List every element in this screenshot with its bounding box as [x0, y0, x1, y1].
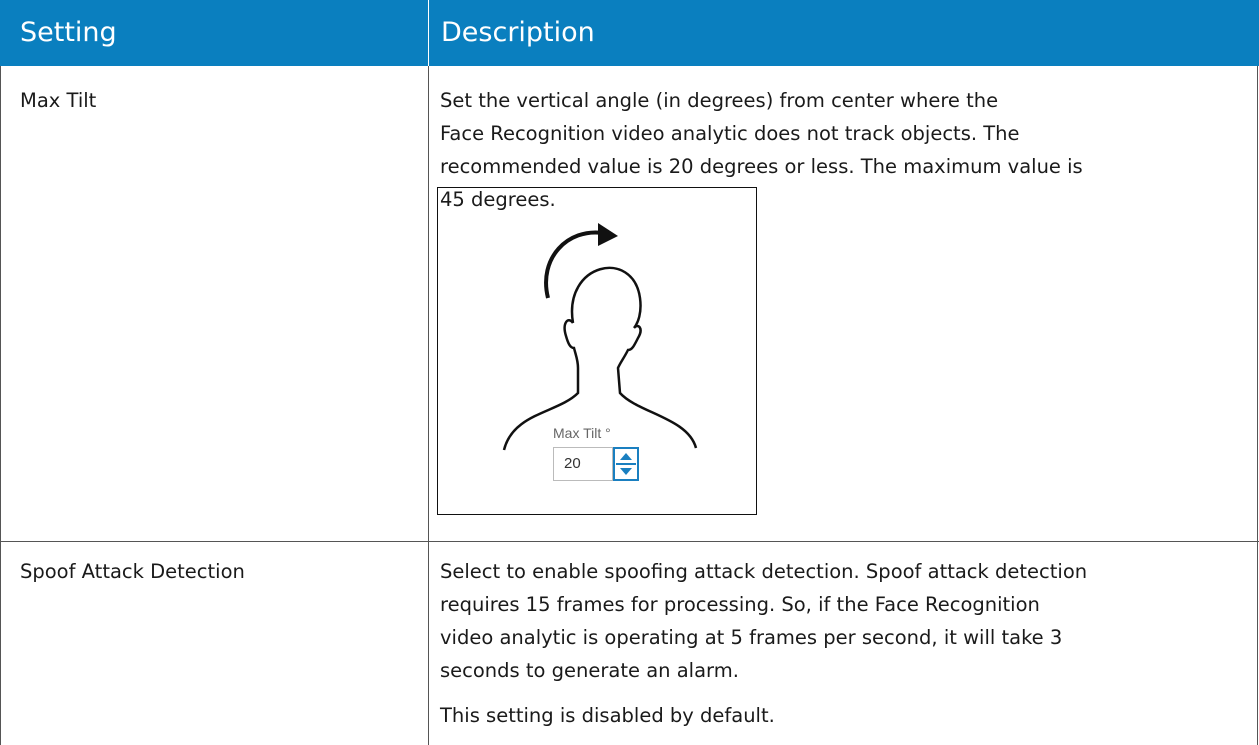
border: [0, 66, 1, 745]
note: This setting is disabled by default.: [440, 704, 775, 727]
description-line: seconds to generate an alarm.: [440, 659, 739, 682]
setting-name: Spoof Attack Detection: [20, 560, 245, 583]
illustration: [437, 187, 757, 515]
description: Set the vertical angle (in degrees) from…: [440, 84, 1083, 216]
spin-down[interactable]: [620, 468, 632, 475]
description-line: requires 15 frames for processing. So, i…: [440, 593, 1040, 616]
description: Select to enable spoofing attack detecti…: [440, 555, 1087, 687]
arrow: [544, 230, 604, 299]
field-label: Max Tilt °: [553, 425, 611, 441]
description-line: Select to enable spoofing attack detecti…: [440, 560, 1088, 583]
row-divider: [0, 541, 1259, 542]
border: [1257, 66, 1258, 745]
header-cell: Description: [428, 0, 1259, 66]
header-cell: Setting: [0, 0, 428, 66]
border: [428, 66, 429, 745]
arrow-head: [598, 223, 618, 246]
head-drawing: [502, 223, 698, 451]
description-line: recommended value is 20 degrees or less.…: [440, 155, 1083, 178]
description-line: Set the vertical angle (in degrees) from…: [440, 89, 999, 112]
head: [502, 266, 698, 451]
spinner-buttons[interactable]: [613, 447, 639, 481]
spin-up[interactable]: [620, 453, 632, 460]
description-line: Face Recognition video analytic does not…: [440, 122, 1020, 145]
description-line: 45 degrees.: [440, 188, 556, 211]
description-line: video analytic is operating at 5 frames …: [440, 626, 1063, 649]
spinner-input[interactable]: 20: [553, 447, 613, 481]
setting-name: Max Tilt: [20, 89, 97, 112]
